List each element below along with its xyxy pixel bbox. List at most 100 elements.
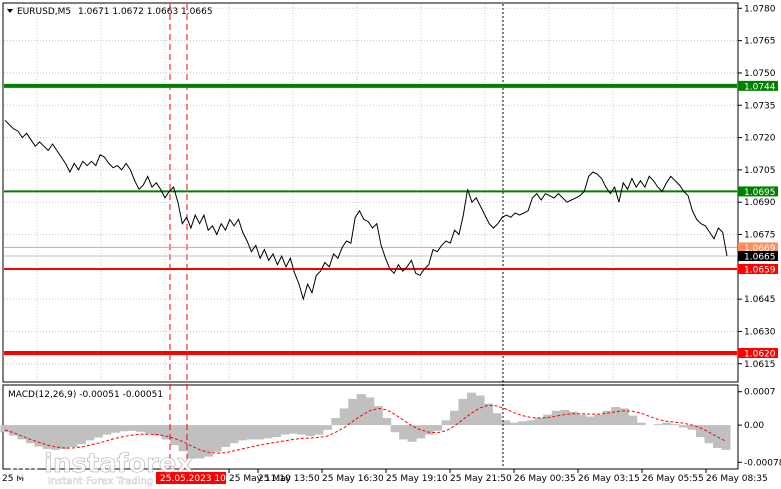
macd-bar-85 [721, 425, 731, 450]
time-label-7: 26 May 05:55 [642, 474, 704, 484]
macd-bar-14 [119, 425, 129, 432]
macd-bar-20 [170, 425, 180, 446]
level-label-1.0695: 1.0695 [744, 188, 776, 198]
price-tick-label-10: 1.0615 [744, 360, 776, 370]
macd-bar-17 [144, 425, 154, 434]
macd-bar-37 [314, 425, 324, 435]
macd-bar-24 [204, 425, 214, 457]
price-tick-label-2: 1.0750 [744, 69, 776, 79]
price-tick-label-0: 1.0780 [744, 4, 776, 14]
level-label-1.0620: 1.0620 [744, 349, 776, 359]
macd-bar-34 [288, 425, 298, 434]
price-axis: 1.0780 1.0765 1.0750 1.0735 1.0720 1.0705 1.06… [738, 4, 776, 370]
macd-bar-16 [136, 425, 146, 432]
main-chart-frame [2, 2, 739, 383]
time-label-2: 25 May 16:30 [322, 474, 384, 484]
macd-bar-70 [594, 414, 604, 426]
level-label-bg-1.0695 [738, 186, 778, 197]
time-label-5: 26 May 00:35 [514, 474, 576, 484]
level-label-bg-1.0744 [738, 80, 778, 91]
macd-bar-58 [492, 413, 502, 426]
macd-tick-label-0: 0.0007 [744, 388, 776, 398]
time-label-partial-left: 25 M [2, 474, 24, 484]
macd-bar-45 [382, 417, 392, 426]
symbol-label: EURUSD,M5 [17, 7, 71, 17]
macd-bar-9 [76, 425, 86, 445]
macd-bar-65 [551, 410, 561, 426]
macd-bar-80 [679, 425, 689, 428]
price-tick-label-8: 1.0645 [744, 295, 776, 305]
macd-bar-0 [0, 425, 10, 433]
time-label-6: 26 May 03:15 [578, 474, 640, 484]
macd-bar-50 [424, 425, 434, 435]
macd-bar-74 [628, 415, 638, 426]
instaforex-tagline: Instant Forex Trading [48, 476, 153, 487]
macd-bar-38 [322, 425, 332, 430]
macd-bar-1 [8, 425, 19, 436]
macd-bar-81 [687, 425, 697, 430]
macd-bar-62 [526, 420, 536, 426]
macd-bar-57 [483, 403, 494, 426]
level-label-bg-1.0669 [738, 242, 778, 253]
level-label-bg-1.0659 [738, 263, 778, 274]
macd-bar-30 [254, 425, 265, 440]
price-tick-label-1: 1.0765 [744, 37, 776, 47]
level-label-bg-1.0665 [738, 251, 778, 262]
macd-bar-49 [416, 425, 426, 439]
macd-bar-13 [110, 425, 120, 433]
macd-bar-66 [560, 409, 570, 426]
price-tick-label-4: 1.0720 [744, 134, 776, 144]
time-label-4: 25 May 21:50 [450, 474, 512, 484]
macd-bar-4 [34, 425, 44, 447]
price-tick-label-3: 1.0735 [744, 101, 776, 111]
macd-bar-48 [407, 425, 417, 442]
macd-bar-51 [433, 425, 443, 431]
time-label-1: 25 May 13:50 [258, 474, 320, 484]
level-label-1.0669: 1.0669 [744, 244, 776, 254]
macd-bar-33 [280, 425, 290, 435]
level-label-1.0744: 1.0744 [744, 82, 776, 92]
time-label-0: 25 May 11:10 [229, 474, 291, 484]
macd-bar-40 [339, 408, 349, 426]
macd-signal-line [4, 404, 727, 454]
instaforex-logo-icon [8, 446, 40, 478]
time-marker-label: 25.05.2023 10:50 [160, 474, 241, 484]
macd-bar-18 [153, 425, 163, 436]
time-label-8: 26 May 08:35 [706, 474, 768, 484]
price-tick-label-9: 1.0630 [744, 327, 776, 337]
macd-bar-63 [534, 417, 544, 426]
macd-bar-47 [399, 425, 409, 440]
macd-bar-67 [568, 411, 578, 426]
macd-bar-69 [585, 416, 595, 426]
macd-bar-53 [450, 410, 460, 426]
chart-header: EURUSD,M5 1.0671 1.0672 1.0663 1.0665 [7, 7, 213, 17]
macd-bar-41 [348, 398, 358, 426]
instaforex-watermark: instaforex Instant Forex Trading [8, 446, 194, 487]
macd-bar-2 [17, 425, 27, 440]
macd-bar-27 [229, 425, 239, 444]
macd-bar-77 [653, 424, 663, 426]
macd-bar-44 [373, 406, 383, 426]
macd-bar-7 [59, 425, 69, 449]
instaforex-brand: instaforex [44, 449, 194, 479]
macd-label: MACD(12,26,9) -0.00051 -0.00051 [8, 390, 163, 400]
macd-bar-22 [187, 425, 197, 459]
macd-bar-55 [466, 392, 477, 426]
macd-bar-5 [42, 425, 52, 449]
macd-indicator [0, 392, 731, 459]
macd-bar-64 [543, 414, 553, 426]
macd-bar-25 [212, 425, 222, 452]
macd-bar-15 [127, 425, 137, 431]
macd-bar-36 [305, 425, 315, 437]
macd-bar-3 [25, 425, 35, 444]
macd-bar-21 [178, 425, 188, 452]
level-label-1.0659: 1.0659 [744, 265, 776, 275]
dropdown-triangle-icon[interactable] [7, 9, 13, 13]
macd-bar-32 [271, 425, 281, 438]
macd-bar-26 [221, 425, 231, 448]
macd-bar-19 [161, 425, 171, 440]
macd-bar-11 [93, 425, 103, 438]
macd-bar-83 [704, 425, 714, 444]
macd-bar-29 [246, 425, 256, 440]
